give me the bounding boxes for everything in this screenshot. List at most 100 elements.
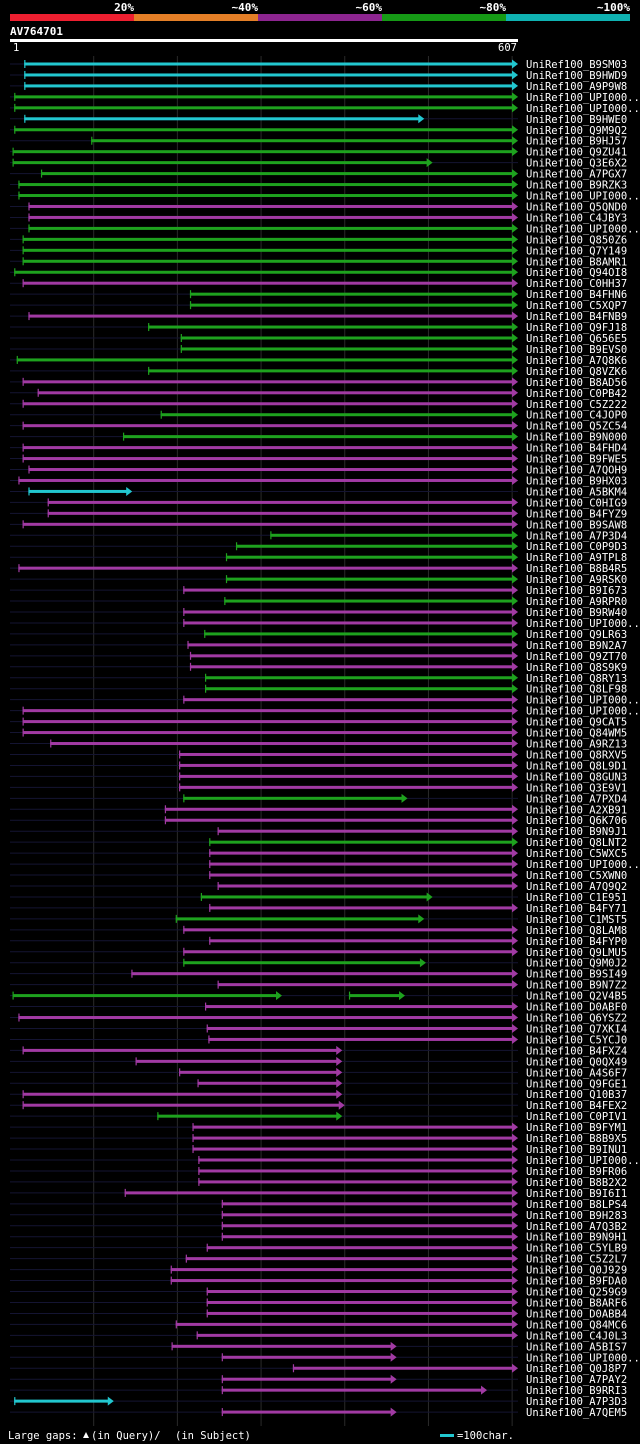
hit-arrow-icon	[512, 1002, 518, 1012]
hit-bar	[235, 544, 514, 548]
hit-bar	[209, 862, 513, 866]
hit-bar-start-tick	[14, 125, 16, 134]
hit-label: UniRef100_B9RW40	[526, 607, 627, 619]
hit-label: UniRef100_Q2V4B5	[526, 991, 627, 1003]
hit-bar-start-tick	[221, 1210, 223, 1219]
hit-label: UniRef100_B9FWE5	[526, 454, 627, 466]
hit-arrow-icon	[512, 837, 518, 847]
hit-arrow-icon	[512, 1254, 518, 1264]
hit-bar	[171, 1344, 392, 1348]
hit-label: UniRef100_A7QOH9	[526, 465, 627, 477]
hit-bar	[22, 248, 514, 252]
hit-bar	[122, 435, 514, 439]
hit-arrow-icon	[419, 958, 426, 968]
hit-arrow-icon	[512, 92, 518, 102]
hit-bar-start-tick	[208, 1035, 210, 1044]
scale-segment	[382, 14, 506, 21]
hit-label: UniRef100_A7PAY2	[526, 1374, 627, 1386]
hit-arrow-icon	[512, 1166, 518, 1176]
hit-label: UniRef100_Q8VZK6	[526, 366, 627, 378]
hit-bar-start-tick	[14, 1397, 16, 1406]
hit-label: UniRef100_C5XWN0	[526, 870, 627, 882]
hit-arrow-icon	[512, 410, 518, 420]
hit-label: UniRef100_Q0J929	[526, 1265, 627, 1277]
hit-arrow-icon	[418, 114, 425, 124]
hit-label: UniRef100_B4FYZ9	[526, 508, 627, 520]
hit-bar-start-tick	[160, 410, 162, 419]
hit-label: UniRef100_Q8RXV5	[526, 749, 627, 761]
query-end-label: 607	[498, 42, 517, 54]
hit-label: UniRef100_Q84WM5	[526, 728, 627, 740]
hit-label: UniRef100_Q8GUN3	[526, 771, 627, 783]
hit-bar-start-tick	[16, 355, 18, 364]
hit-bar-start-tick	[183, 925, 185, 934]
hit-arrow-icon	[512, 859, 518, 869]
hit-bar	[192, 1147, 513, 1151]
hit-bar-start-tick	[292, 1364, 295, 1373]
hit-bar-start-tick	[204, 1002, 207, 1011]
hit-bar	[22, 1092, 338, 1096]
hit-bar	[18, 478, 514, 482]
hit-bar	[18, 1016, 514, 1020]
hit-bar-start-tick	[28, 224, 30, 233]
hit-bar	[40, 172, 514, 176]
hit-bar	[91, 139, 514, 143]
hit-arrow-icon	[426, 158, 433, 168]
hit-arrow-icon	[512, 1034, 518, 1044]
hit-bar-start-tick	[270, 531, 272, 540]
hit-bar	[183, 621, 513, 625]
hit-label: UniRef100_A9P9W8	[526, 81, 627, 93]
query-axis: 1 607	[10, 39, 518, 54]
hit-bar	[179, 752, 513, 756]
hit-arrow-icon	[512, 289, 518, 299]
hit-bar-start-tick	[28, 213, 30, 222]
hit-bar-start-tick	[40, 169, 43, 178]
query-ruler	[10, 39, 518, 42]
hit-bar-start-tick	[47, 498, 49, 507]
hit-bar	[22, 522, 514, 526]
hit-bar	[124, 1191, 513, 1195]
hit-bar	[18, 183, 514, 187]
hit-arrow-icon	[512, 103, 518, 113]
hit-arrow-icon	[512, 147, 518, 157]
hit-arrow-icon	[512, 662, 518, 672]
hit-label: UniRef100_A7Q3B2	[526, 1221, 627, 1233]
hit-bar	[209, 873, 513, 877]
hit-arrow-icon	[512, 256, 518, 266]
hit-bar	[196, 1333, 513, 1337]
hit-label: UniRef100_Q8S9K9	[526, 662, 627, 674]
hit-bar	[14, 1399, 109, 1403]
hit-bar	[221, 1388, 483, 1392]
hit-bar	[24, 84, 513, 88]
hit-bar-start-tick	[209, 849, 211, 858]
hit-arrow-icon	[512, 180, 518, 190]
hit-arrow-icon	[336, 1089, 343, 1099]
hit-bar	[170, 1279, 513, 1283]
hit-bar-start-tick	[148, 323, 150, 332]
hit-bar	[22, 1103, 340, 1107]
hit-arrow-icon	[512, 596, 518, 606]
hit-label: UniRef100_A7P3D3	[526, 1396, 627, 1408]
hit-label: UniRef100_Q10B37	[526, 1089, 627, 1101]
hit-label: UniRef100_A7PGX7	[526, 169, 627, 181]
hit-bar-start-tick	[124, 1188, 126, 1197]
hit-bar	[12, 994, 277, 998]
hit-bar	[14, 270, 514, 274]
hit-bar	[209, 851, 513, 855]
hit-label: UniRef100_B8B4R5	[526, 563, 627, 575]
hit-arrow-icon	[512, 760, 518, 770]
hit-label: UniRef100_Q8RY13	[526, 673, 627, 685]
hit-bar-start-tick	[221, 1232, 223, 1241]
scale-segment	[258, 14, 382, 21]
legend-scale-text: =100char.	[457, 1430, 514, 1442]
hit-bar	[164, 818, 513, 822]
hit-bar-start-tick	[225, 553, 228, 562]
hit-bar	[175, 1322, 513, 1326]
legend: Large gaps: (in Query)/ (in Subject) =10…	[8, 1430, 514, 1442]
hit-bar-start-tick	[209, 860, 211, 869]
hit-arrow-icon	[512, 70, 518, 80]
hit-label: UniRef100_C0PIV1	[526, 1111, 627, 1123]
hit-bar-start-tick	[24, 70, 26, 79]
hit-bar-start-tick	[183, 794, 185, 803]
hit-bar	[22, 281, 514, 285]
